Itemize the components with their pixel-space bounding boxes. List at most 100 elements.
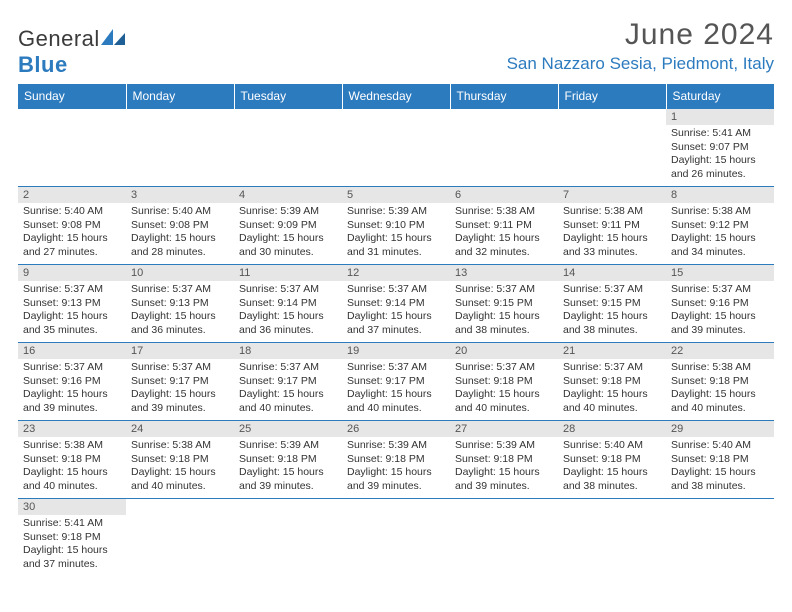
- calendar-cell: 26Sunrise: 5:39 AMSunset: 9:18 PMDayligh…: [342, 421, 450, 499]
- date-number: 8: [666, 187, 774, 203]
- calendar-week: 2Sunrise: 5:40 AMSunset: 9:08 PMDaylight…: [18, 187, 774, 265]
- date-number: 3: [126, 187, 234, 203]
- date-number: 4: [234, 187, 342, 203]
- calendar-cell: 22Sunrise: 5:38 AMSunset: 9:18 PMDayligh…: [666, 343, 774, 421]
- calendar-week: 16Sunrise: 5:37 AMSunset: 9:16 PMDayligh…: [18, 343, 774, 421]
- calendar-cell: [342, 499, 450, 577]
- calendar-cell: [234, 109, 342, 187]
- date-number: 14: [558, 265, 666, 281]
- date-number: 12: [342, 265, 450, 281]
- calendar-cell: 25Sunrise: 5:39 AMSunset: 9:18 PMDayligh…: [234, 421, 342, 499]
- logo-name-blue: Blue: [18, 52, 68, 77]
- day-details: Sunrise: 5:37 AMSunset: 9:15 PMDaylight:…: [450, 281, 558, 341]
- calendar-cell: 11Sunrise: 5:37 AMSunset: 9:14 PMDayligh…: [234, 265, 342, 343]
- calendar-cell: 15Sunrise: 5:37 AMSunset: 9:16 PMDayligh…: [666, 265, 774, 343]
- calendar-cell: [666, 499, 774, 577]
- day-details: Sunrise: 5:37 AMSunset: 9:16 PMDaylight:…: [666, 281, 774, 341]
- day-header: Friday: [558, 84, 666, 109]
- calendar-cell: 14Sunrise: 5:37 AMSunset: 9:15 PMDayligh…: [558, 265, 666, 343]
- logo-name: General: [18, 26, 100, 51]
- day-details: Sunrise: 5:39 AMSunset: 9:18 PMDaylight:…: [450, 437, 558, 497]
- calendar-cell: 27Sunrise: 5:39 AMSunset: 9:18 PMDayligh…: [450, 421, 558, 499]
- date-number: 24: [126, 421, 234, 437]
- calendar-cell: 23Sunrise: 5:38 AMSunset: 9:18 PMDayligh…: [18, 421, 126, 499]
- day-details: Sunrise: 5:40 AMSunset: 9:18 PMDaylight:…: [558, 437, 666, 497]
- calendar-cell: 21Sunrise: 5:37 AMSunset: 9:18 PMDayligh…: [558, 343, 666, 421]
- calendar-cell: 19Sunrise: 5:37 AMSunset: 9:17 PMDayligh…: [342, 343, 450, 421]
- day-details: Sunrise: 5:39 AMSunset: 9:18 PMDaylight:…: [342, 437, 450, 497]
- calendar-cell: [234, 499, 342, 577]
- date-number: 11: [234, 265, 342, 281]
- day-details: Sunrise: 5:39 AMSunset: 9:18 PMDaylight:…: [234, 437, 342, 497]
- date-number: 28: [558, 421, 666, 437]
- day-details: Sunrise: 5:38 AMSunset: 9:11 PMDaylight:…: [450, 203, 558, 263]
- calendar-table: SundayMondayTuesdayWednesdayThursdayFrid…: [18, 84, 774, 577]
- calendar-cell: 13Sunrise: 5:37 AMSunset: 9:15 PMDayligh…: [450, 265, 558, 343]
- calendar-cell: 8Sunrise: 5:38 AMSunset: 9:12 PMDaylight…: [666, 187, 774, 265]
- day-details: Sunrise: 5:38 AMSunset: 9:12 PMDaylight:…: [666, 203, 774, 263]
- calendar-cell: [342, 109, 450, 187]
- day-header: Monday: [126, 84, 234, 109]
- calendar-cell: [126, 109, 234, 187]
- header: GeneralBlue June 2024 San Nazzaro Sesia,…: [18, 18, 774, 78]
- calendar-cell: 16Sunrise: 5:37 AMSunset: 9:16 PMDayligh…: [18, 343, 126, 421]
- calendar-cell: 17Sunrise: 5:37 AMSunset: 9:17 PMDayligh…: [126, 343, 234, 421]
- calendar-cell: 29Sunrise: 5:40 AMSunset: 9:18 PMDayligh…: [666, 421, 774, 499]
- calendar-cell: 30Sunrise: 5:41 AMSunset: 9:18 PMDayligh…: [18, 499, 126, 577]
- calendar-cell: 24Sunrise: 5:38 AMSunset: 9:18 PMDayligh…: [126, 421, 234, 499]
- day-details: Sunrise: 5:40 AMSunset: 9:18 PMDaylight:…: [666, 437, 774, 497]
- day-header: Tuesday: [234, 84, 342, 109]
- logo-text: GeneralBlue: [18, 26, 126, 78]
- date-number: 13: [450, 265, 558, 281]
- calendar-cell: 2Sunrise: 5:40 AMSunset: 9:08 PMDaylight…: [18, 187, 126, 265]
- day-details: Sunrise: 5:37 AMSunset: 9:15 PMDaylight:…: [558, 281, 666, 341]
- calendar-cell: [558, 499, 666, 577]
- calendar-cell: 10Sunrise: 5:37 AMSunset: 9:13 PMDayligh…: [126, 265, 234, 343]
- day-details: Sunrise: 5:37 AMSunset: 9:13 PMDaylight:…: [126, 281, 234, 341]
- calendar-week: 23Sunrise: 5:38 AMSunset: 9:18 PMDayligh…: [18, 421, 774, 499]
- day-details: Sunrise: 5:39 AMSunset: 9:10 PMDaylight:…: [342, 203, 450, 263]
- day-details: Sunrise: 5:38 AMSunset: 9:18 PMDaylight:…: [126, 437, 234, 497]
- date-number: 1: [666, 109, 774, 125]
- date-number: 27: [450, 421, 558, 437]
- calendar-cell: 9Sunrise: 5:37 AMSunset: 9:13 PMDaylight…: [18, 265, 126, 343]
- day-header: Sunday: [18, 84, 126, 109]
- day-details: Sunrise: 5:37 AMSunset: 9:17 PMDaylight:…: [234, 359, 342, 419]
- calendar-cell: 18Sunrise: 5:37 AMSunset: 9:17 PMDayligh…: [234, 343, 342, 421]
- day-header: Wednesday: [342, 84, 450, 109]
- calendar-cell: 4Sunrise: 5:39 AMSunset: 9:09 PMDaylight…: [234, 187, 342, 265]
- date-number: 15: [666, 265, 774, 281]
- day-details: Sunrise: 5:37 AMSunset: 9:14 PMDaylight:…: [234, 281, 342, 341]
- date-number: 16: [18, 343, 126, 359]
- date-number: 20: [450, 343, 558, 359]
- day-details: Sunrise: 5:38 AMSunset: 9:18 PMDaylight:…: [18, 437, 126, 497]
- day-details: Sunrise: 5:37 AMSunset: 9:13 PMDaylight:…: [18, 281, 126, 341]
- calendar-cell: 12Sunrise: 5:37 AMSunset: 9:14 PMDayligh…: [342, 265, 450, 343]
- date-number: 21: [558, 343, 666, 359]
- calendar-cell: 20Sunrise: 5:37 AMSunset: 9:18 PMDayligh…: [450, 343, 558, 421]
- calendar-week: 30Sunrise: 5:41 AMSunset: 9:18 PMDayligh…: [18, 499, 774, 577]
- date-number: 25: [234, 421, 342, 437]
- title-block: June 2024 San Nazzaro Sesia, Piedmont, I…: [507, 18, 774, 74]
- location: San Nazzaro Sesia, Piedmont, Italy: [507, 54, 774, 74]
- day-details: Sunrise: 5:37 AMSunset: 9:14 PMDaylight:…: [342, 281, 450, 341]
- date-number: 7: [558, 187, 666, 203]
- day-header: Thursday: [450, 84, 558, 109]
- day-details: Sunrise: 5:37 AMSunset: 9:18 PMDaylight:…: [450, 359, 558, 419]
- day-details: Sunrise: 5:38 AMSunset: 9:18 PMDaylight:…: [666, 359, 774, 419]
- calendar-cell: [126, 499, 234, 577]
- day-details: Sunrise: 5:37 AMSunset: 9:18 PMDaylight:…: [558, 359, 666, 419]
- calendar-cell: 3Sunrise: 5:40 AMSunset: 9:08 PMDaylight…: [126, 187, 234, 265]
- calendar-cell: 6Sunrise: 5:38 AMSunset: 9:11 PMDaylight…: [450, 187, 558, 265]
- calendar-week: 1Sunrise: 5:41 AMSunset: 9:07 PMDaylight…: [18, 109, 774, 187]
- date-number: 10: [126, 265, 234, 281]
- day-details: Sunrise: 5:37 AMSunset: 9:17 PMDaylight:…: [342, 359, 450, 419]
- calendar-cell: [558, 109, 666, 187]
- day-details: Sunrise: 5:41 AMSunset: 9:18 PMDaylight:…: [18, 515, 126, 575]
- date-number: 30: [18, 499, 126, 515]
- month-title: June 2024: [507, 18, 774, 52]
- calendar-cell: 1Sunrise: 5:41 AMSunset: 9:07 PMDaylight…: [666, 109, 774, 187]
- date-number: 2: [18, 187, 126, 203]
- date-number: 26: [342, 421, 450, 437]
- day-details: Sunrise: 5:39 AMSunset: 9:09 PMDaylight:…: [234, 203, 342, 263]
